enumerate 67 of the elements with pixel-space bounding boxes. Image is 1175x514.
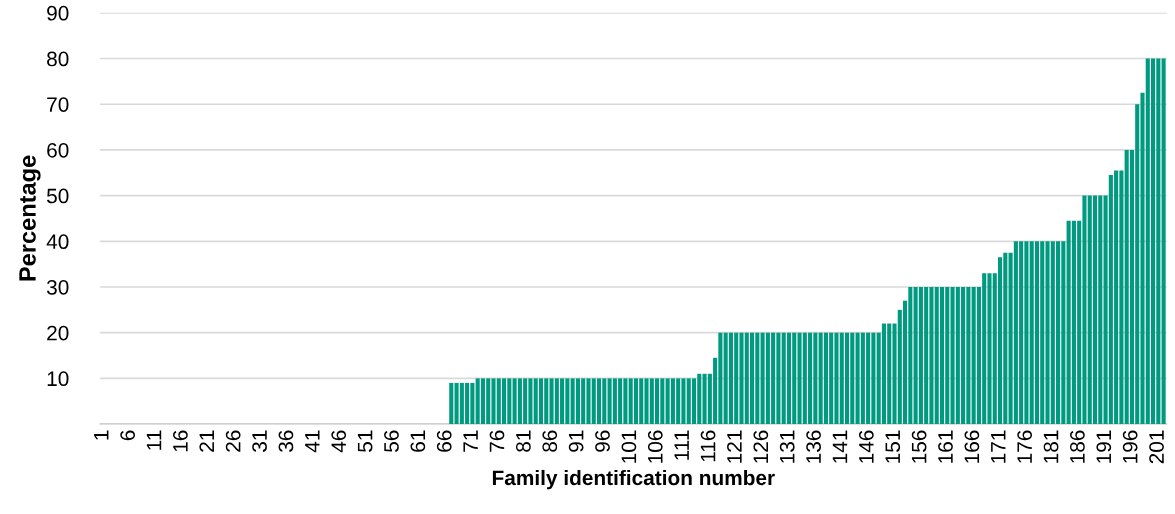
x-tick-label: 96 (595, 430, 610, 452)
x-tick-label: 201 (1149, 430, 1164, 464)
x-tick-label: 11 (146, 430, 162, 450)
x-tick-label: 31 (252, 430, 267, 452)
x-tick-label: 171 (991, 430, 1006, 463)
bar (1034, 241, 1040, 425)
x-tick-label: 196 (1122, 430, 1138, 463)
x-tick-label: 111 (674, 430, 689, 460)
x-tick-label: 71 (463, 430, 478, 452)
x-axis-title: Family identification number (492, 469, 775, 490)
bar (1161, 58, 1166, 425)
x-tick-label: 6 (120, 430, 136, 441)
x-tick-label: 176 (1017, 430, 1033, 463)
x-tick-label: 141 (832, 430, 848, 463)
x-tick-label: 36 (278, 430, 294, 452)
x-tick-label: 181 (1043, 430, 1059, 463)
x-tick-label: 1 (94, 430, 109, 440)
x-tick-label: 116 (700, 430, 716, 462)
x-tick-label: 136 (806, 430, 821, 463)
x-tick-label: 16 (173, 430, 188, 452)
y-tick-label: 30 (46, 279, 69, 295)
x-tick-label: 151 (885, 430, 901, 463)
y-axis-title: Percentage (19, 155, 41, 281)
y-tick-label: 10 (47, 371, 69, 387)
x-tick-label: 51 (357, 430, 373, 452)
bar (449, 382, 454, 425)
y-tick-label: 90 (47, 5, 69, 21)
x-tick-label: 146 (858, 430, 874, 463)
bar (749, 332, 755, 425)
bar (881, 323, 887, 425)
bar (501, 378, 507, 425)
y-tick-label: 20 (47, 325, 69, 341)
x-tick-label: 61 (410, 430, 426, 452)
x-tick-label: 121 (727, 430, 742, 463)
bar (633, 378, 639, 425)
y-tick-label: 50 (46, 188, 69, 204)
x-tick-label: 86 (542, 430, 558, 452)
y-tick-label: 40 (46, 234, 69, 250)
y-tick-label: 80 (47, 51, 69, 67)
x-tick-label: 101 (621, 430, 637, 463)
x-tick-label: 41 (305, 430, 320, 453)
bar (939, 286, 945, 425)
bar (596, 378, 602, 425)
x-tick-label: 106 (647, 430, 663, 463)
x-tick-label: 91 (568, 430, 584, 452)
x-tick-label: 186 (1070, 430, 1085, 463)
bar (844, 332, 850, 425)
x-tick-label: 156 (911, 430, 927, 463)
bar (538, 378, 544, 425)
x-tick-label: 166 (964, 430, 980, 463)
y-tick-label: 70 (47, 97, 69, 112)
x-tick-label: 56 (384, 430, 399, 452)
x-tick-label: 131 (779, 430, 795, 463)
x-tick-label: 26 (225, 430, 241, 452)
x-tick-label: 21 (199, 430, 214, 452)
x-tick-label: 161 (938, 430, 953, 463)
x-tick-label: 126 (753, 430, 769, 463)
x-tick-label: 66 (436, 430, 452, 452)
bar (1092, 195, 1098, 425)
bar (786, 332, 792, 425)
bar (997, 257, 1003, 425)
x-tick-label: 76 (489, 430, 505, 452)
bar (691, 378, 697, 425)
x-tick-label: 46 (331, 430, 347, 453)
x-tick-label: 191 (1096, 430, 1112, 463)
y-tick-label: 60 (47, 142, 69, 158)
x-tick-label: 81 (516, 430, 531, 452)
